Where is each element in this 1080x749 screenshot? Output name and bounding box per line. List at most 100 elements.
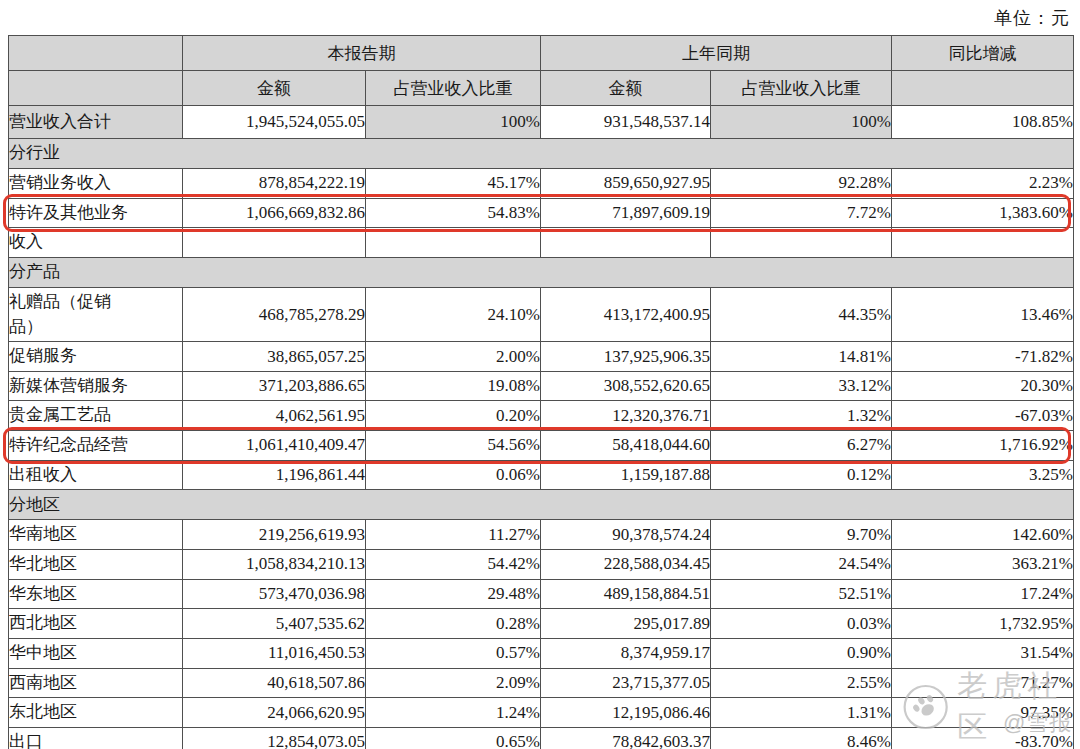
amount-prior-cell: 12,195,086.46 <box>541 698 711 728</box>
amount-prior-cell <box>541 228 711 258</box>
ratio-prior-cell: 9.70% <box>711 520 892 550</box>
table-row: 东北地区24,066,620.951.24%12,195,086.461.31%… <box>9 698 1074 728</box>
ratio-prior-cell: 6.27% <box>711 431 892 461</box>
amount-prior-cell: 78,842,603.37 <box>541 727 711 749</box>
ratio-current-cell: 0.20% <box>366 401 541 431</box>
amount-current-cell: 1,196,861.44 <box>183 460 366 490</box>
yoy-cell: 1,732.95% <box>892 609 1074 639</box>
table-row: 华东地区573,470,036.9829.48%489,158,884.5152… <box>9 579 1074 609</box>
amount-prior-cell: 1,159,187.88 <box>541 460 711 490</box>
header-amount-current: 金额 <box>183 71 366 106</box>
row-label-cell: 礼赠品（促销 品） <box>9 287 183 341</box>
table-row: 出口12,854,073.050.65%78,842,603.378.46%-8… <box>9 727 1074 749</box>
yoy-cell: 363.21% <box>892 550 1074 580</box>
ratio-current-cell: 54.42% <box>366 550 541 580</box>
ratio-prior-cell: 2.55% <box>711 668 892 698</box>
ratio-prior-cell: 100% <box>711 106 892 139</box>
ratio-current-cell: 1.24% <box>366 698 541 728</box>
yoy-cell: 108.85% <box>892 106 1074 139</box>
ratio-current-cell: 0.57% <box>366 638 541 668</box>
table-row: 促销服务38,865,057.252.00%137,925,906.3514.8… <box>9 342 1074 372</box>
row-label-cell: 促销服务 <box>9 342 183 372</box>
ratio-current-cell: 2.00% <box>366 342 541 372</box>
header-corner-cell-2 <box>9 71 183 106</box>
amount-current-cell <box>183 228 366 258</box>
table-row: 出租收入1,196,861.440.06%1,159,187.880.12%3.… <box>9 460 1074 490</box>
yoy-cell <box>892 228 1074 258</box>
header-ratio-current: 占营业收入比重 <box>366 71 541 106</box>
ratio-current-cell: 100% <box>366 106 541 139</box>
amount-current-cell: 878,854,222.19 <box>183 169 366 199</box>
ratio-current-cell: 2.09% <box>366 668 541 698</box>
amount-current-cell: 4,062,561.95 <box>183 401 366 431</box>
amount-current-cell: 1,066,669,832.86 <box>183 198 366 228</box>
amount-current-cell: 1,061,410,409.47 <box>183 431 366 461</box>
table-row: 华中地区11,016,450.530.57%8,374,959.170.90%3… <box>9 638 1074 668</box>
amount-prior-cell: 71,897,609.19 <box>541 198 711 228</box>
ratio-current-cell: 0.06% <box>366 460 541 490</box>
ratio-prior-cell: 92.28% <box>711 169 892 199</box>
ratio-current-cell: 54.56% <box>366 431 541 461</box>
section-row: 分行业 <box>9 139 1074 169</box>
amount-prior-cell: 8,374,959.17 <box>541 638 711 668</box>
revenue-breakdown-table: 本报告期 上年同期 同比增减 金额 占营业收入比重 金额 占营业收入比重 营业收… <box>8 35 1074 749</box>
table-row: 华北地区1,058,834,210.1354.42%228,588,034.45… <box>9 550 1074 580</box>
row-label-cell: 西南地区 <box>9 668 183 698</box>
ratio-current-cell: 24.10% <box>366 287 541 341</box>
ratio-prior-cell: 0.03% <box>711 609 892 639</box>
table-row: 收入 <box>9 228 1074 258</box>
row-label-cell: 华北地区 <box>9 550 183 580</box>
yoy-cell: 97.35% <box>892 698 1074 728</box>
amount-current-cell: 219,256,619.93 <box>183 520 366 550</box>
row-label-cell: 西北地区 <box>9 609 183 639</box>
amount-prior-cell: 413,172,400.95 <box>541 287 711 341</box>
amount-prior-cell: 228,588,034.45 <box>541 550 711 580</box>
table-row: 西南地区40,618,507.862.09%23,715,377.052.55%… <box>9 668 1074 698</box>
ratio-prior-cell: 8.46% <box>711 727 892 749</box>
yoy-cell: 31.54% <box>892 638 1074 668</box>
table-row: 华南地区219,256,619.9311.27%90,378,574.249.7… <box>9 520 1074 550</box>
row-label-cell: 华中地区 <box>9 638 183 668</box>
ratio-current-cell <box>366 228 541 258</box>
amount-current-cell: 1,058,834,210.13 <box>183 550 366 580</box>
yoy-cell: 13.46% <box>892 287 1074 341</box>
row-label-cell: 出口 <box>9 727 183 749</box>
table-row: 新媒体营销服务371,203,886.6519.08%308,552,620.6… <box>9 371 1074 401</box>
table-row: 西北地区5,407,535.620.28%295,017.890.03%1,73… <box>9 609 1074 639</box>
row-label-cell: 特许及其他业务 <box>9 198 183 228</box>
amount-current-cell: 5,407,535.62 <box>183 609 366 639</box>
ratio-current-cell: 29.48% <box>366 579 541 609</box>
table-row: 营销业务收入878,854,222.1945.17%859,650,927.95… <box>9 169 1074 199</box>
amount-prior-cell: 23,715,377.05 <box>541 668 711 698</box>
ratio-prior-cell: 52.51% <box>711 579 892 609</box>
row-label-cell: 分产品 <box>9 257 1074 287</box>
table-row: 贵金属工艺品4,062,561.950.20%12,320,376.711.32… <box>9 401 1074 431</box>
row-label-cell: 特许纪念品经营 <box>9 431 183 461</box>
table-row: 礼赠品（促销 品）468,785,278.2924.10%413,172,400… <box>9 287 1074 341</box>
amount-prior-cell: 308,552,620.65 <box>541 371 711 401</box>
yoy-cell: 20.30% <box>892 371 1074 401</box>
ratio-prior-cell: 44.35% <box>711 287 892 341</box>
table-row: 特许及其他业务1,066,669,832.8654.83%71,897,609.… <box>9 198 1074 228</box>
amount-current-cell: 38,865,057.25 <box>183 342 366 372</box>
unit-label: 单位：元 <box>994 6 1070 30</box>
header-yoy-change: 同比增减 <box>892 36 1074 71</box>
amount-prior-cell: 137,925,906.35 <box>541 342 711 372</box>
row-label-cell: 贵金属工艺品 <box>9 401 183 431</box>
row-label-cell: 华东地区 <box>9 579 183 609</box>
yoy-cell: 1,716.92% <box>892 431 1074 461</box>
ratio-prior-cell: 1.32% <box>711 401 892 431</box>
amount-prior-cell: 931,548,537.14 <box>541 106 711 139</box>
section-row: 分产品 <box>9 257 1074 287</box>
amount-current-cell: 371,203,886.65 <box>183 371 366 401</box>
ratio-current-cell: 19.08% <box>366 371 541 401</box>
row-label-cell: 出租收入 <box>9 460 183 490</box>
row-label-cell: 营销业务收入 <box>9 169 183 199</box>
yoy-cell: 142.60% <box>892 520 1074 550</box>
financial-report-page: 单位：元 本报告期 上年同期 同比增减 金额 占营业收入比重 金额 占营业收入比… <box>0 0 1080 749</box>
yoy-cell: 71.27% <box>892 668 1074 698</box>
amount-prior-cell: 859,650,927.95 <box>541 169 711 199</box>
row-label-cell: 新媒体营销服务 <box>9 371 183 401</box>
ratio-current-cell: 54.83% <box>366 198 541 228</box>
ratio-prior-cell: 24.54% <box>711 550 892 580</box>
